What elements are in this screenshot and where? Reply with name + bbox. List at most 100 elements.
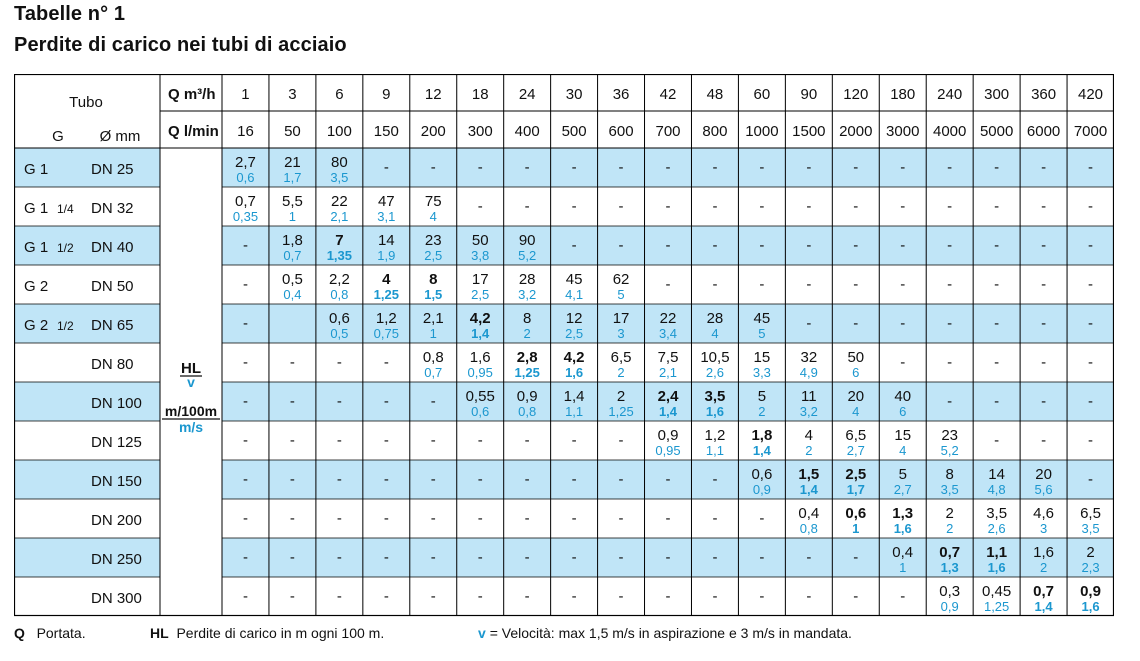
cell-empty: - (619, 588, 624, 605)
cell-empty: - (806, 549, 811, 566)
cell-velocity: 1 (899, 560, 906, 575)
footer-v-note: v = Velocità: max 1,5 m/s in aspirazione… (478, 625, 852, 641)
cell-head-loss: 15 (754, 349, 771, 366)
cell-head-loss: 5,5 (282, 193, 303, 210)
cell-velocity: 2 (805, 443, 812, 458)
cell-velocity: 1,7 (847, 482, 865, 497)
cell-head-loss: 22 (331, 193, 348, 210)
header-q-lmin: 400 (515, 123, 540, 140)
cell-empty: - (806, 198, 811, 215)
cell-velocity: 2,5 (565, 326, 583, 341)
cell-empty: - (290, 471, 295, 488)
cell-velocity: 2,7 (847, 443, 865, 458)
row-pipe-dn: DN 100 (91, 395, 142, 412)
cell-empty: - (337, 471, 342, 488)
cell-empty: - (1088, 198, 1093, 215)
cell-empty: - (1088, 471, 1093, 488)
cell-head-loss: 6,5 (845, 427, 866, 444)
cell-empty: - (384, 159, 389, 176)
header-q-m3h: 6 (335, 86, 343, 103)
table-border (14, 74, 1114, 617)
cell-head-loss: 4 (805, 427, 813, 444)
cell-velocity: 0,8 (330, 287, 348, 302)
footer-v-text: = Velocità: max 1,5 m/s in aspirazione e… (489, 625, 852, 641)
cell-velocity: 5 (617, 287, 624, 302)
cell-head-loss: 50 (847, 349, 864, 366)
cell-empty: - (900, 237, 905, 254)
cell-empty: - (619, 159, 624, 176)
header-q-lmin: 600 (609, 123, 634, 140)
cell-head-loss: 6,5 (611, 349, 632, 366)
cell-empty: - (1088, 432, 1093, 449)
cell-empty: - (384, 549, 389, 566)
cell-velocity: 1 (430, 326, 437, 341)
cell-empty: - (759, 237, 764, 254)
cell-empty: - (337, 393, 342, 410)
cell-head-loss: 80 (331, 154, 348, 171)
cell-empty: - (712, 549, 717, 566)
cell-head-loss: 32 (800, 349, 817, 366)
cell-head-loss: 1,1 (986, 544, 1007, 561)
cell-empty: - (1088, 393, 1093, 410)
cell-empty: - (666, 588, 671, 605)
cell-empty: - (337, 432, 342, 449)
cell-head-loss: 1,8 (282, 232, 303, 249)
cell-velocity: 0,5 (330, 326, 348, 341)
header-q-lmin: 300 (468, 123, 493, 140)
cell-head-loss: 4,2 (564, 349, 585, 366)
cell-head-loss: 0,6 (845, 505, 866, 522)
row-pipe-dn: DN 250 (91, 551, 142, 568)
header-q-m3h: 42 (660, 86, 677, 103)
cell-velocity: 1,6 (1081, 599, 1099, 614)
header-q-m3h: 120 (843, 86, 868, 103)
cell-empty: - (572, 198, 577, 215)
cell-empty: - (572, 471, 577, 488)
cell-empty: - (900, 588, 905, 605)
header-q-m3h: 9 (382, 86, 390, 103)
cell-velocity: 4,8 (988, 482, 1006, 497)
cell-empty: - (243, 471, 248, 488)
cell-empty: - (619, 198, 624, 215)
cell-empty: - (666, 159, 671, 176)
cell-velocity: 2 (758, 404, 765, 419)
cell-head-loss: 1,3 (892, 505, 913, 522)
row-band-left (14, 226, 160, 265)
cell-head-loss: 5 (899, 466, 907, 483)
header-q-lmin: 2000 (839, 123, 872, 140)
cell-head-loss: 8 (523, 310, 531, 327)
cell-empty: - (1041, 393, 1046, 410)
cell-velocity: 1,6 (894, 521, 912, 536)
header-q-lmin: 500 (562, 123, 587, 140)
cell-velocity: 1,4 (1035, 599, 1054, 614)
row-pipe-dn: DN 200 (91, 512, 142, 529)
cell-empty: - (290, 393, 295, 410)
cell-velocity: 1,25 (608, 404, 633, 419)
cell-velocity: 3 (617, 326, 624, 341)
cell-empty: - (572, 237, 577, 254)
cell-velocity: 2,6 (988, 521, 1006, 536)
cell-velocity: 0,6 (236, 170, 254, 185)
cell-velocity: 1,3 (941, 560, 959, 575)
row-band-left (14, 460, 160, 499)
cell-velocity: 1,6 (565, 365, 583, 380)
cell-empty: - (243, 510, 248, 527)
cell-velocity: 3,5 (330, 170, 348, 185)
cell-empty: - (525, 159, 530, 176)
header-q-lmin: 5000 (980, 123, 1013, 140)
cell-empty: - (290, 588, 295, 605)
cell-head-loss: 2,1 (423, 310, 444, 327)
cell-head-loss: 10,5 (700, 349, 729, 366)
cell-empty: - (759, 198, 764, 215)
cell-empty: - (243, 276, 248, 293)
cell-head-loss: 12 (566, 310, 583, 327)
cell-head-loss: 8 (429, 271, 437, 288)
cell-head-loss: 4,2 (470, 310, 491, 327)
header-q-m3h: 24 (519, 86, 536, 103)
row-band-left (14, 538, 160, 577)
cell-head-loss: 1,4 (564, 388, 585, 405)
cell-velocity: 3 (1040, 521, 1047, 536)
cell-velocity: 3,2 (800, 404, 818, 419)
cell-empty: - (243, 237, 248, 254)
cell-empty: - (712, 588, 717, 605)
cell-head-loss: 0,7 (235, 193, 256, 210)
